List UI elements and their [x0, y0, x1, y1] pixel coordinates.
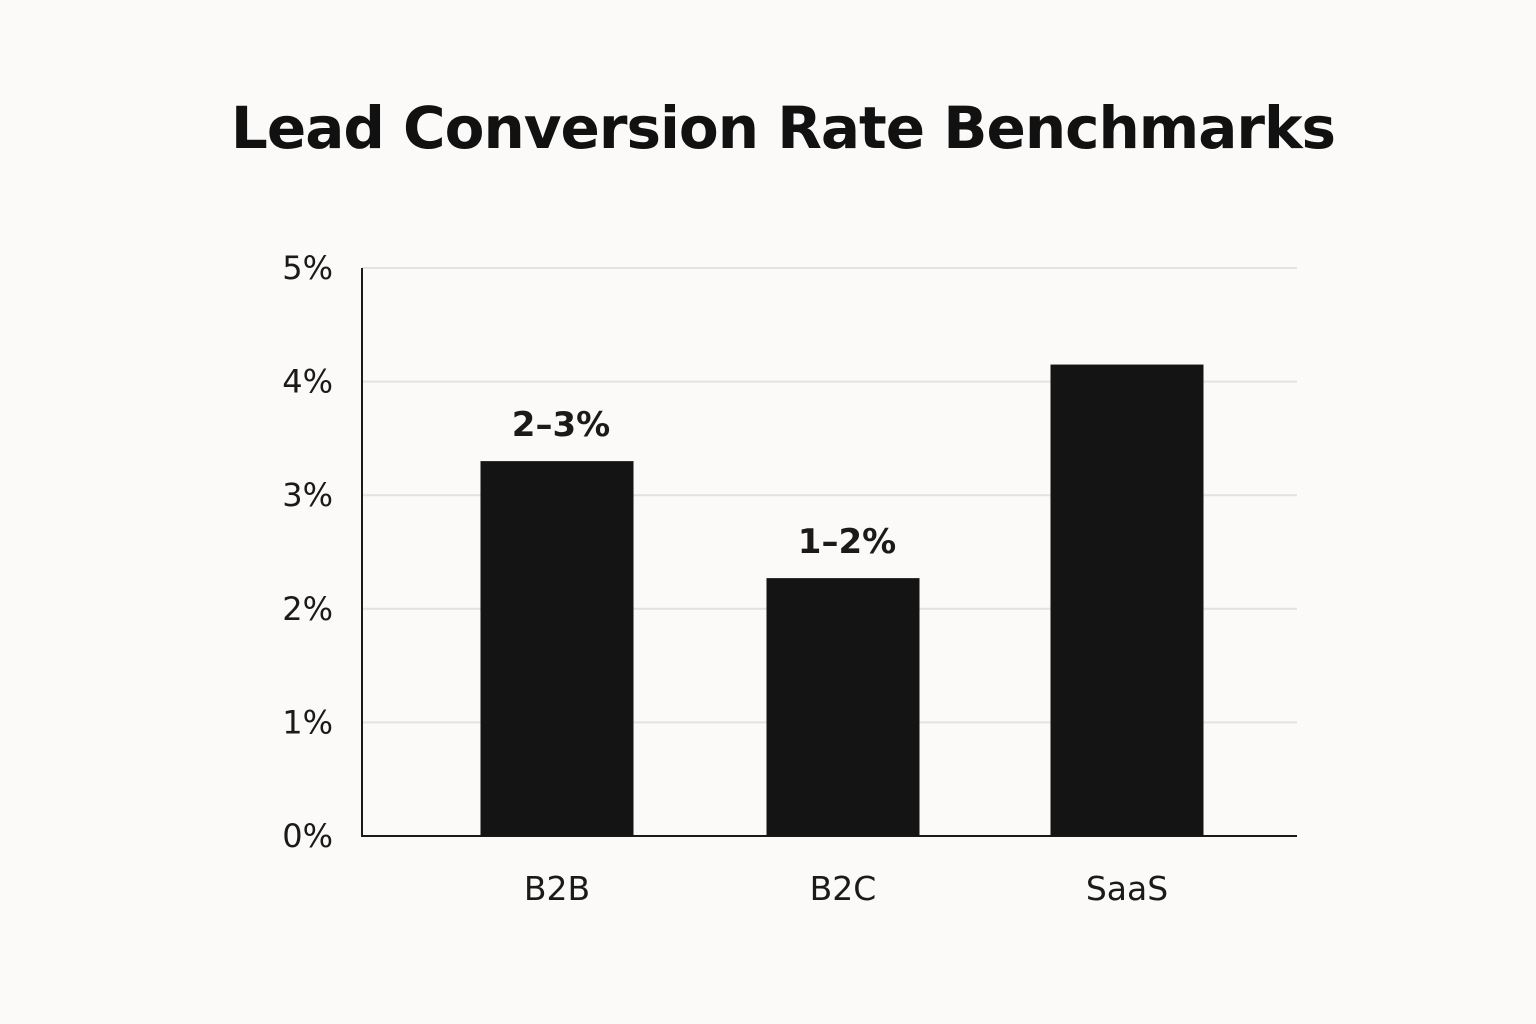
bar-b2b [480, 461, 634, 836]
chart-title: Lead Conversion Rate Benchmarks [230, 94, 1336, 162]
y-tick-label: 5% [282, 249, 333, 287]
y-tick-label: 1% [282, 703, 333, 741]
y-tick-label: 3% [282, 476, 333, 514]
y-tick-label: 2% [282, 590, 333, 628]
bar-saas [1050, 364, 1204, 836]
x-category-label: B2B [524, 869, 590, 908]
x-category-label: SaaS [1086, 869, 1168, 908]
bar-data-label: 1–2% [798, 522, 896, 562]
bar-data-label: 2–3% [512, 405, 610, 445]
y-tick-label: 4% [282, 363, 333, 401]
bar-b2c [766, 578, 920, 836]
y-tick-label: 0% [282, 817, 333, 855]
x-category-label: B2C [810, 869, 877, 908]
